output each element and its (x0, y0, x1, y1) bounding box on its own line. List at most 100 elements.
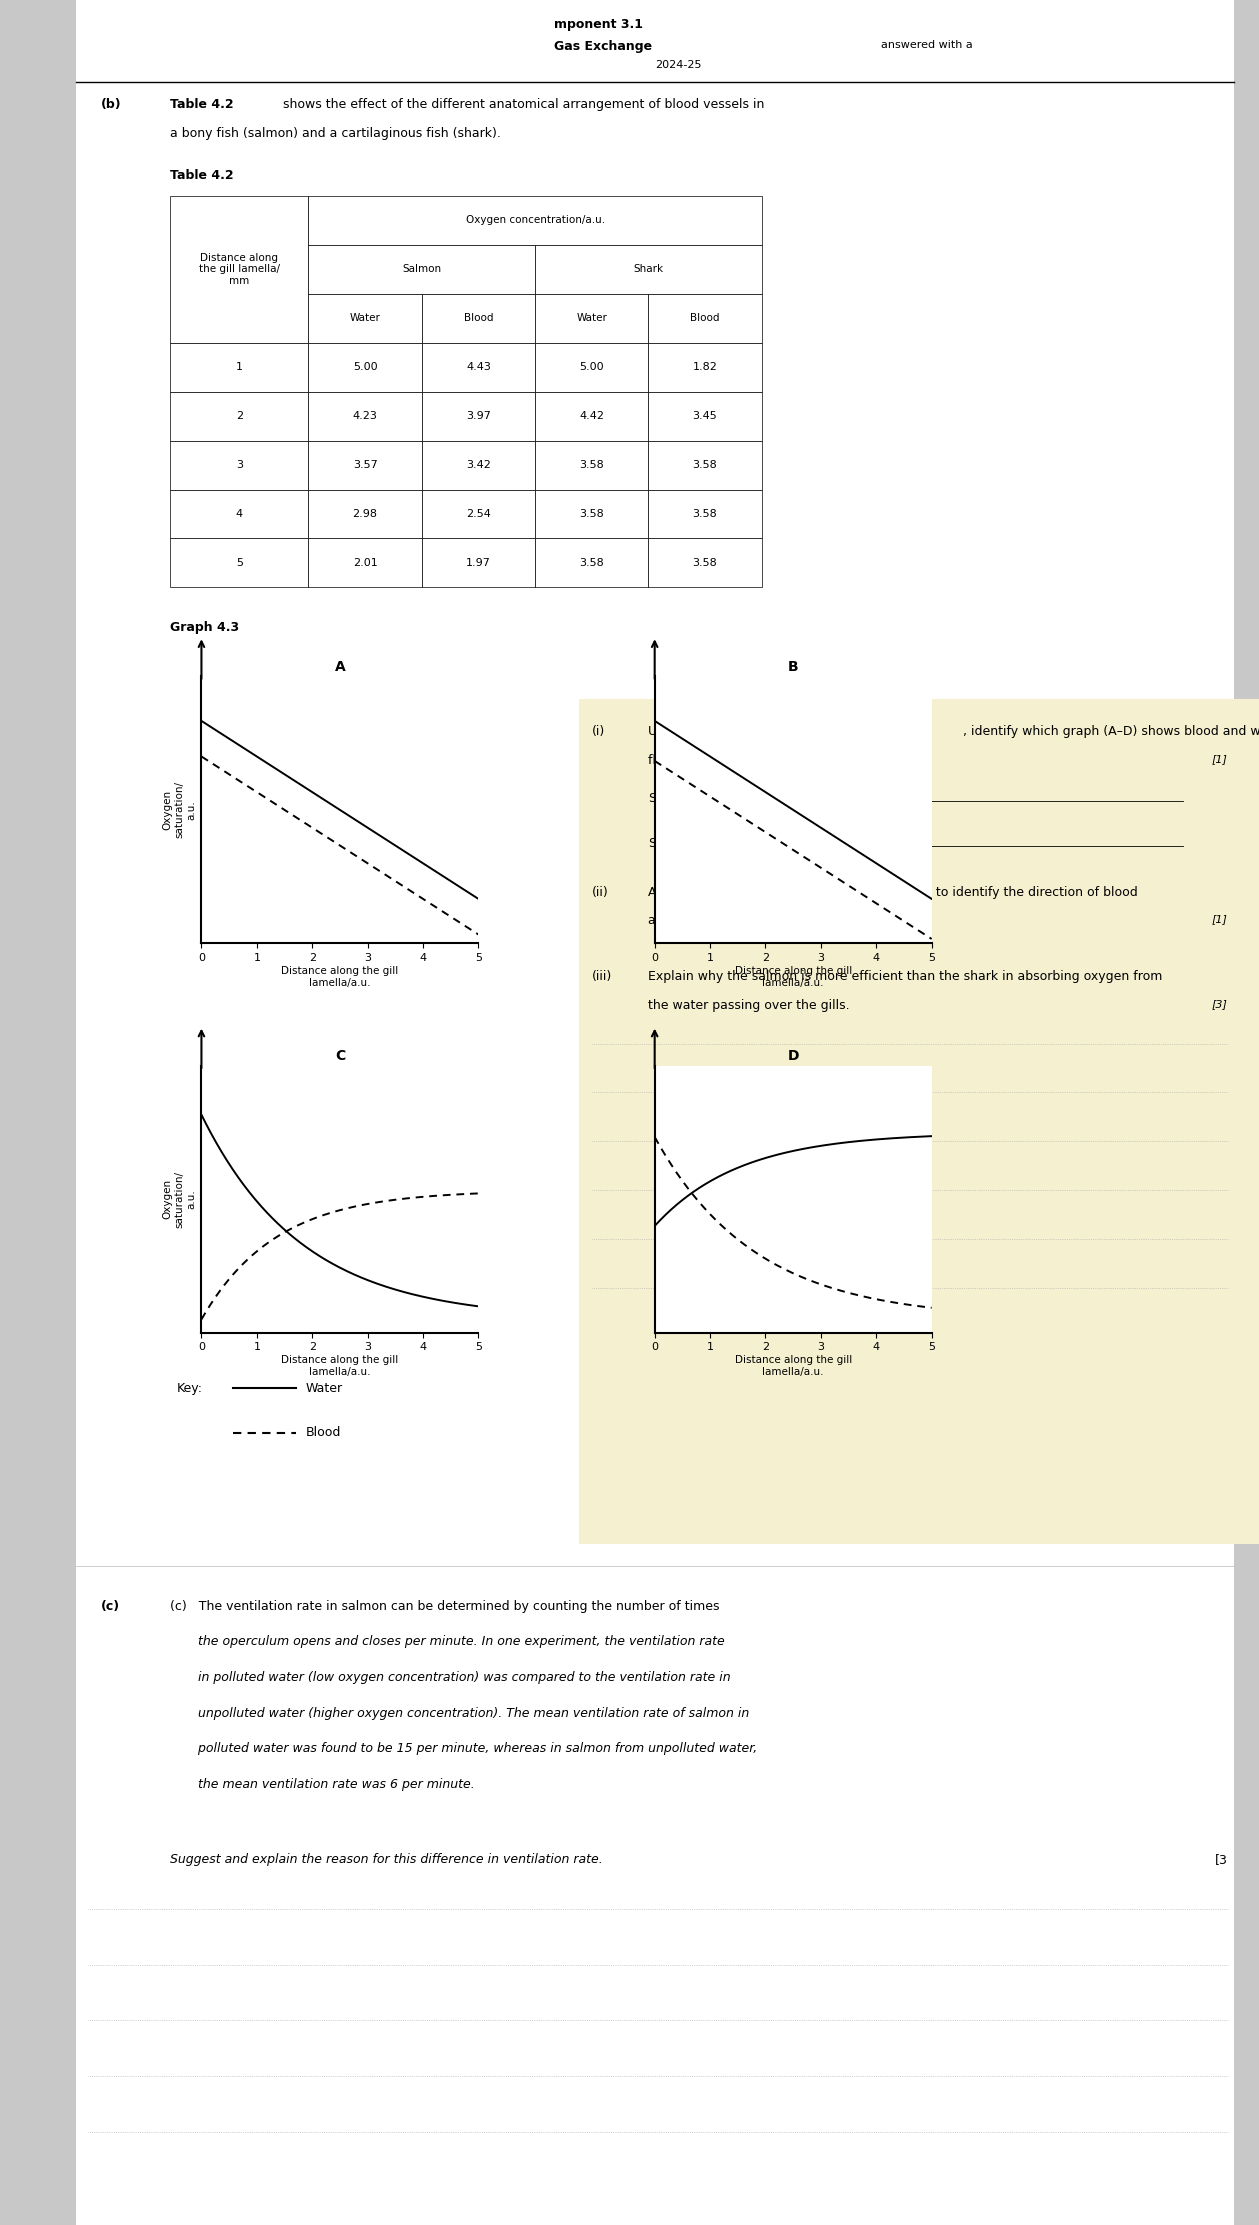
Text: 3: 3 (235, 461, 243, 469)
X-axis label: Distance along the gill
lamella/a.u.: Distance along the gill lamella/a.u. (281, 966, 399, 988)
Text: 4: 4 (235, 510, 243, 518)
Text: Table 4.2: Table 4.2 (862, 725, 927, 739)
Bar (648, 490, 762, 538)
Bar (308, 441, 422, 490)
Text: the operculum opens and closes per minute. In one experiment, the ventilation ra: the operculum opens and closes per minut… (170, 1635, 725, 1649)
Bar (170, 441, 308, 490)
Text: 2.54: 2.54 (466, 510, 491, 518)
Text: 3.58: 3.58 (692, 461, 718, 469)
Text: Salmon: Salmon (402, 265, 442, 274)
Text: 3.97: 3.97 (466, 412, 491, 421)
X-axis label: Distance along the gill
lamella/a.u.: Distance along the gill lamella/a.u. (281, 1355, 399, 1377)
Text: 3.45: 3.45 (692, 412, 718, 421)
Text: , identify which graph (A–D) shows blood and water: , identify which graph (A–D) shows blood… (963, 725, 1259, 739)
Bar (308, 490, 422, 538)
Text: Add arrows to the two graphs chosen in (b)(i) to identify the direction of blood: Add arrows to the two graphs chosen in (… (648, 886, 1138, 899)
Bar (535, 490, 648, 538)
Bar (535, 294, 648, 343)
Text: answered with a: answered with a (881, 40, 973, 49)
Text: shows the effect of the different anatomical arrangement of blood vessels in: shows the effect of the different anatom… (283, 98, 764, 111)
Text: 2: 2 (235, 412, 243, 421)
Text: (i): (i) (592, 725, 606, 739)
Text: Table 4.2: Table 4.2 (170, 98, 234, 111)
Text: a bony fish (salmon) and a cartilaginous fish (shark).: a bony fish (salmon) and a cartilaginous… (170, 127, 501, 140)
Text: 3.58: 3.58 (579, 510, 604, 518)
Text: 3.57: 3.57 (353, 461, 378, 469)
Text: Salmon: Salmon (648, 792, 695, 805)
Text: 5.00: 5.00 (579, 363, 604, 372)
Text: 1: 1 (235, 363, 243, 372)
Bar (308, 538, 422, 587)
Bar (308, 343, 422, 392)
Bar (579, 699, 1259, 1544)
Text: Suggest and explain the reason for this difference in ventilation rate.: Suggest and explain the reason for this … (170, 1853, 603, 1867)
Text: 2024-25: 2024-25 (655, 60, 701, 69)
X-axis label: Distance along the gill
lamella/a.u.: Distance along the gill lamella/a.u. (734, 966, 852, 988)
Text: 4.23: 4.23 (353, 412, 378, 421)
Text: [3: [3 (1215, 1853, 1228, 1867)
Title: B: B (788, 661, 798, 674)
Bar (648, 392, 762, 441)
Bar (170, 538, 308, 587)
Text: and water flow.: and water flow. (648, 914, 744, 928)
Text: 3.58: 3.58 (692, 558, 718, 567)
Bar (422, 538, 535, 587)
Bar (170, 490, 308, 538)
Text: Blood: Blood (463, 314, 494, 323)
Text: Explain why the salmon is more efficient than the shark in absorbing oxygen from: Explain why the salmon is more efficient… (648, 970, 1163, 983)
Bar (170, 392, 308, 441)
Text: (ii): (ii) (592, 886, 608, 899)
Bar (422, 490, 535, 538)
Bar (535, 392, 648, 441)
Text: unpolluted water (higher oxygen concentration). The mean ventilation rate of sal: unpolluted water (higher oxygen concentr… (170, 1707, 749, 1720)
Bar (422, 343, 535, 392)
Bar (648, 441, 762, 490)
Text: Key:: Key: (176, 1382, 203, 1395)
Text: 5: 5 (235, 558, 243, 567)
Text: Oxygen concentration/a.u.: Oxygen concentration/a.u. (466, 216, 604, 225)
Text: 4.43: 4.43 (466, 363, 491, 372)
Text: 5.00: 5.00 (353, 363, 378, 372)
Bar (535, 441, 648, 490)
Title: A: A (335, 661, 345, 674)
Text: mponent 3.1: mponent 3.1 (554, 18, 643, 31)
Text: [3]: [3] (1211, 999, 1228, 1008)
Text: Using evidence from: Using evidence from (648, 725, 782, 739)
Text: (c)   The ventilation rate in salmon can be determined by counting the number of: (c) The ventilation rate in salmon can b… (170, 1600, 719, 1613)
Y-axis label: Oxygen
saturation/
a.u.: Oxygen saturation/ a.u. (162, 781, 196, 839)
Text: Gas Exchange: Gas Exchange (554, 40, 652, 53)
Text: Graph 4.3: Graph 4.3 (170, 621, 239, 634)
Bar (535, 343, 648, 392)
Text: polluted water was found to be 15 per minute, whereas in salmon from unpolluted : polluted water was found to be 15 per mi… (170, 1742, 757, 1756)
Bar (308, 245, 535, 294)
Text: 2.01: 2.01 (353, 558, 378, 567)
Text: 1.82: 1.82 (692, 363, 718, 372)
Text: Water: Water (350, 314, 380, 323)
Bar (308, 196, 762, 245)
Bar (308, 392, 422, 441)
Text: 1.97: 1.97 (466, 558, 491, 567)
Text: 3.58: 3.58 (579, 461, 604, 469)
Text: in polluted water (low oxygen concentration) was compared to the ventilation rat: in polluted water (low oxygen concentrat… (170, 1671, 730, 1684)
Bar (422, 441, 535, 490)
Bar (648, 294, 762, 343)
Text: Blood: Blood (305, 1426, 341, 1440)
Text: Blood: Blood (690, 314, 720, 323)
Text: flow in the:: flow in the: (648, 754, 719, 768)
X-axis label: Distance along the gill
lamella/a.u.: Distance along the gill lamella/a.u. (734, 1355, 852, 1377)
Text: the mean ventilation rate was 6 per minute.: the mean ventilation rate was 6 per minu… (170, 1778, 475, 1791)
Bar (535, 245, 762, 294)
Text: Distance along
the gill lamella/
mm: Distance along the gill lamella/ mm (199, 254, 279, 285)
Text: Water: Water (577, 314, 607, 323)
Text: the water passing over the gills.: the water passing over the gills. (648, 999, 850, 1012)
Text: 3.58: 3.58 (579, 558, 604, 567)
Text: Table 4.2: Table 4.2 (170, 169, 234, 182)
Title: D: D (787, 1050, 799, 1064)
Text: (c): (c) (101, 1600, 120, 1613)
Title: C: C (335, 1050, 345, 1064)
Bar (170, 343, 308, 392)
Text: [1]: [1] (1211, 754, 1228, 763)
Text: 3.42: 3.42 (466, 461, 491, 469)
Bar (170, 196, 308, 343)
Bar (648, 343, 762, 392)
